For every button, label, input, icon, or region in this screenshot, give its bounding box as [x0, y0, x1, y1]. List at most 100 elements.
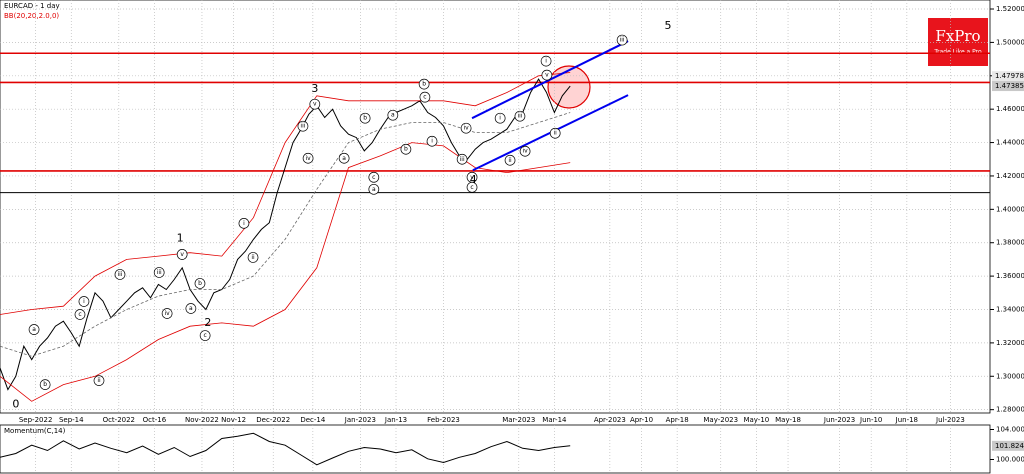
wave-label: c [78, 311, 81, 318]
wave-circle [238, 218, 250, 229]
wave-label: i [83, 298, 85, 305]
price-marker [992, 71, 1024, 82]
wave-circle [297, 120, 309, 132]
wave-circle [616, 34, 628, 46]
wave-circle [114, 269, 126, 280]
wave-circle [540, 55, 552, 67]
wave-label: ii [508, 157, 512, 164]
wave-label: c [203, 332, 206, 339]
momentum-title: Momentum(C,14) [4, 427, 66, 435]
x-tick-label: Sep-2022 [19, 416, 53, 424]
wave-label: iv [463, 125, 469, 132]
wave-degree-label: 2 [204, 316, 211, 329]
wave-label: b [404, 146, 408, 153]
x-tick-label: Dec-2022 [256, 416, 290, 424]
wave-label: a [372, 186, 376, 193]
wave-circle [400, 143, 412, 155]
wave-circle [161, 308, 173, 319]
y-tick-label: 104.000 [996, 426, 1024, 434]
wave-label: a [391, 112, 395, 119]
wave-label: v [313, 101, 317, 108]
y-tick-label: 1.30000 [996, 372, 1024, 380]
wave-degree-label: 1 [177, 232, 184, 245]
wave-label: a [189, 305, 193, 312]
wave-circle [247, 252, 259, 263]
indicator-label: BB(20,20,2.0,0) [4, 12, 59, 20]
wave-label: iii [620, 37, 625, 44]
wave-label: ii [97, 377, 101, 384]
wave-label: v [470, 174, 474, 181]
wave-circle [78, 296, 90, 307]
wave-label: ii [251, 254, 255, 261]
momentum-frame [0, 424, 991, 474]
y-tick-label: 1.28000 [996, 406, 1024, 414]
x-tick-label: Apr-2023 [594, 416, 626, 424]
wave-label: v [545, 72, 549, 79]
wave-circle [368, 171, 380, 183]
wave-label: i [499, 115, 501, 122]
x-tick-label: Feb-2023 [427, 416, 460, 424]
price-frame [0, 0, 991, 414]
wave-circle [466, 181, 478, 193]
price-marker [992, 440, 1024, 451]
wave-label: i [243, 220, 245, 227]
x-tick-label: Oct-2022 [103, 416, 135, 424]
wave-circle [387, 109, 399, 121]
wave-circle [309, 98, 321, 110]
x-tick-label: Dec-14 [300, 416, 326, 424]
logo: FxPro [935, 27, 980, 45]
y-tick-label: 1.40000 [996, 205, 1024, 213]
y-tick-label: 1.46000 [996, 105, 1024, 113]
x-tick-label: Mar-2023 [502, 416, 535, 424]
wave-label: ii [554, 130, 558, 137]
wave-circle [93, 375, 105, 386]
x-tick-label: Jun-2023 [823, 416, 855, 424]
wave-circle [549, 127, 561, 139]
x-tick-label: Jun-10 [859, 416, 882, 424]
wave-circle [456, 153, 468, 165]
wave-label: a [342, 155, 346, 162]
wave-label: c [423, 94, 426, 101]
wave-label: iii [517, 113, 522, 120]
series-line [0, 142, 571, 402]
x-tick-label: Oct-16 [143, 416, 167, 424]
wave-label: iii [157, 269, 162, 276]
x-tick-label: Jan-2023 [344, 416, 376, 424]
x-tick-label: Jun-18 [895, 416, 918, 424]
price-marker-label: 101.824 [995, 442, 1024, 450]
wave-label: b [422, 81, 426, 88]
series-line [0, 72, 571, 315]
wave-circle [74, 309, 86, 320]
series-line [0, 112, 571, 357]
x-tick-label: May-10 [743, 416, 769, 424]
wave-circle [541, 69, 553, 81]
wave-circle [514, 110, 526, 122]
wave-label: c [470, 184, 473, 191]
x-tick-label: May-18 [775, 416, 801, 424]
y-tick-label: 1.38000 [996, 239, 1024, 247]
wave-circle [419, 91, 431, 103]
channel-line [471, 40, 629, 120]
series-line [0, 78, 571, 391]
wave-label: i [545, 58, 547, 65]
wave-label: iii [117, 271, 122, 278]
wave-circle [199, 330, 211, 341]
wave-circle [39, 379, 51, 390]
y-tick-label: 100.000 [996, 456, 1024, 464]
wave-circle [460, 122, 472, 134]
price-marker-label: 1.47385 [995, 82, 1024, 90]
wave-degree-label: 0 [12, 398, 19, 411]
x-tick-label: Nov-12 [221, 416, 246, 424]
x-tick-label: Apr-10 [630, 416, 653, 424]
x-tick-label: Nov-2022 [185, 416, 219, 424]
wave-label: b [198, 280, 202, 287]
y-tick-label: 1.52000 [996, 5, 1024, 13]
wave-label: iv [522, 148, 528, 155]
wave-circle [176, 249, 188, 260]
wave-circle [368, 183, 380, 195]
y-tick-label: 1.42000 [996, 172, 1024, 180]
x-tick-label: Sep-14 [59, 416, 84, 424]
wave-label: v [180, 251, 184, 258]
